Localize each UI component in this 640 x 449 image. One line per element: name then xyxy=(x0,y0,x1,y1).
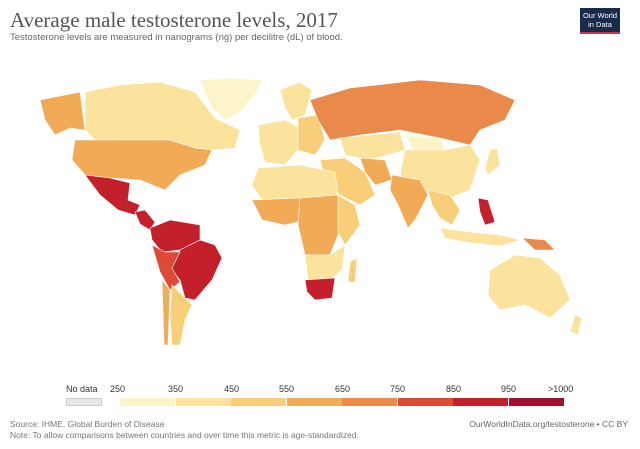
region-north-africa[interactable] xyxy=(251,164,339,201)
legend-swatch xyxy=(453,398,508,406)
region-greenland[interactable] xyxy=(199,77,263,121)
region-central-africa[interactable] xyxy=(297,194,341,256)
region-western-europe[interactable] xyxy=(257,119,301,166)
color-legend: No data 250 350 450 550 650 750 850 950 … xyxy=(0,384,640,414)
legend-swatch xyxy=(120,398,175,406)
world-map xyxy=(39,77,583,346)
legend-swatch xyxy=(397,398,453,406)
legend-tick: 350 xyxy=(168,384,184,394)
chart-title: Average male testosterone levels, 2017 xyxy=(10,8,338,32)
legend-no-data-label: No data xyxy=(66,384,98,394)
legend-tick: >1000 xyxy=(548,384,574,394)
legend-tick: 950 xyxy=(501,384,517,394)
owid-logo[interactable]: Our World in Data xyxy=(580,8,620,34)
source-note: Source: IHME, Global Burden of Disease N… xyxy=(10,419,359,441)
legend-swatch xyxy=(175,398,231,406)
region-central-america[interactable] xyxy=(134,209,156,231)
region-mexico[interactable] xyxy=(84,174,141,216)
legend-tick: 250 xyxy=(110,384,126,394)
region-east-africa[interactable] xyxy=(337,194,361,246)
region-eastern-europe[interactable] xyxy=(297,114,326,156)
region-west-africa[interactable] xyxy=(251,197,306,226)
legend-no-data-swatch xyxy=(66,398,102,406)
region-alaska[interactable] xyxy=(39,91,86,136)
region-argentina[interactable] xyxy=(169,284,193,346)
region-scandinavia[interactable] xyxy=(279,81,313,121)
legend-tick: 750 xyxy=(390,384,406,394)
legend-swatch xyxy=(231,398,286,406)
legend-swatch xyxy=(342,398,397,406)
region-australia[interactable] xyxy=(487,254,571,319)
legend-swatch xyxy=(508,398,564,406)
region-chile[interactable] xyxy=(161,279,171,346)
credit-link[interactable]: OurWorldInData.org/testosterone • CC BY xyxy=(469,419,628,429)
region-russia[interactable] xyxy=(309,79,516,146)
region-new-zealand[interactable] xyxy=(569,314,583,336)
region-south-africa[interactable] xyxy=(304,277,336,301)
source-text: Source: IHME, Global Burden of Disease xyxy=(10,419,165,429)
region-iran[interactable] xyxy=(359,157,393,186)
chart-subtitle: Testosterone levels are measured in nano… xyxy=(10,32,343,43)
legend-swatch xyxy=(286,398,342,406)
region-philippines[interactable] xyxy=(477,197,496,226)
region-southeast-asia[interactable] xyxy=(427,189,461,226)
legend-tick: 550 xyxy=(279,384,295,394)
legend-tick: 850 xyxy=(446,384,462,394)
region-png[interactable] xyxy=(521,237,556,251)
legend-tick: 650 xyxy=(335,384,351,394)
legend-tick: 450 xyxy=(224,384,240,394)
note-text: Note: To allow comparisons between count… xyxy=(10,430,359,440)
region-kazakhstan[interactable] xyxy=(339,131,406,161)
region-peru-bolivia[interactable] xyxy=(151,244,181,291)
region-madagascar[interactable] xyxy=(347,257,358,283)
region-indonesia[interactable] xyxy=(439,227,522,247)
region-india[interactable] xyxy=(389,174,429,229)
region-japan[interactable] xyxy=(484,147,501,176)
